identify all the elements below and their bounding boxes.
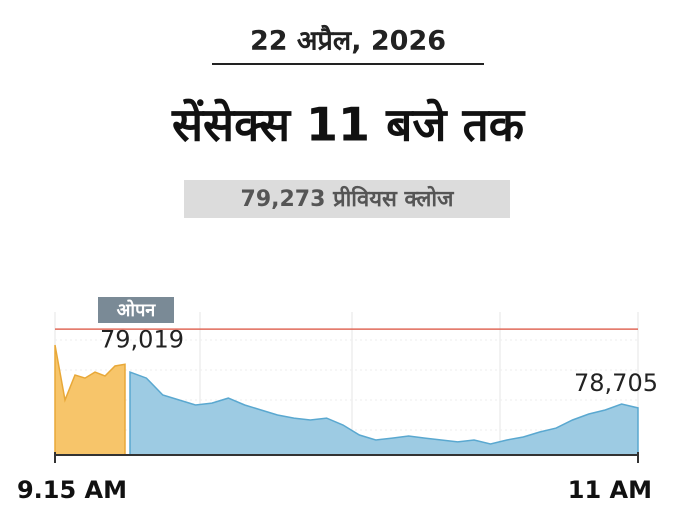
subtitle-box xyxy=(184,180,510,218)
chart-title: सेंसेक्स 11 बजे तक xyxy=(171,98,526,152)
value-label: 78,705 xyxy=(574,369,658,397)
reference-label: 79,273 प्रीवियस क्लोज xyxy=(241,185,456,212)
value-label: 79,019 xyxy=(100,325,184,353)
area xyxy=(129,371,639,456)
x-tick-label: 11 AM xyxy=(568,476,652,504)
legend-label: ओपन xyxy=(117,299,157,321)
legend-box xyxy=(98,297,174,323)
date: 22 अप्रैल, 2026 xyxy=(250,25,446,57)
x-tick-label: 9.15 AM xyxy=(17,476,127,504)
area xyxy=(54,344,126,456)
